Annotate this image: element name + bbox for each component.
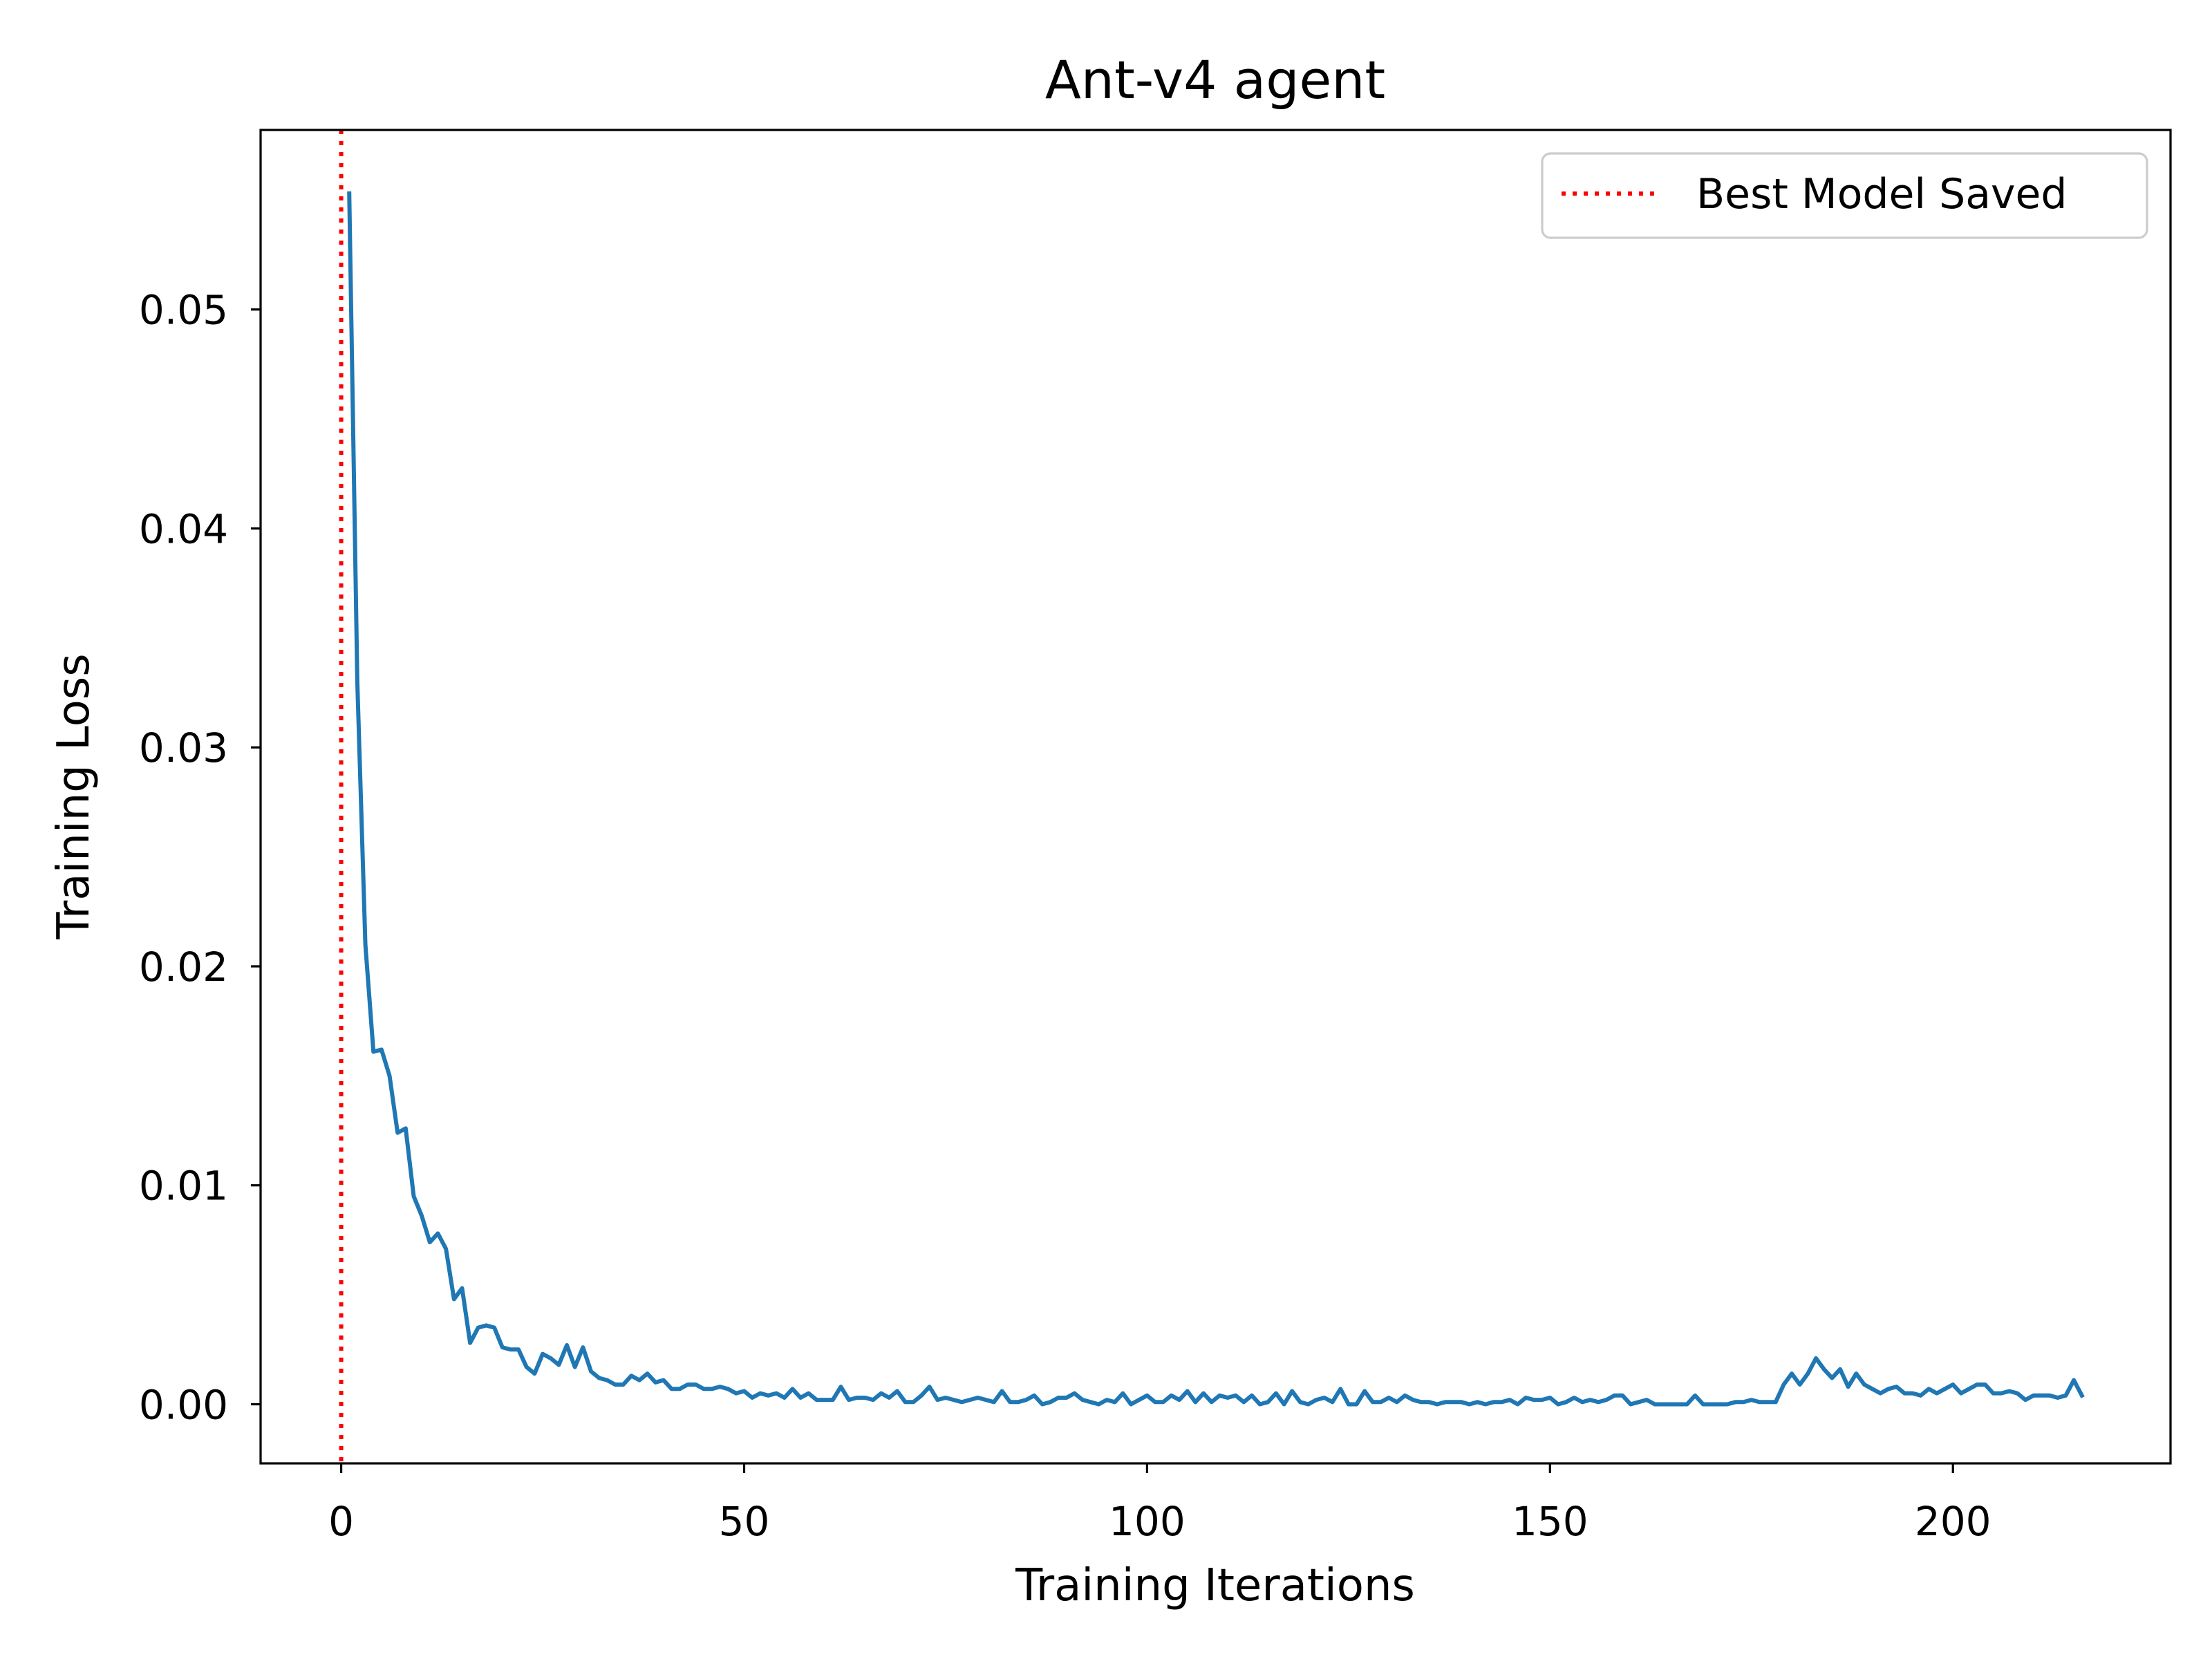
x-axis-ticks: 0 50 100 150 200 <box>328 1463 1991 1545</box>
x-tick-label: 0 <box>328 1498 354 1545</box>
chart-title: Ant-v4 agent <box>1045 49 1385 111</box>
x-tick-label: 100 <box>1109 1498 1185 1545</box>
y-tick-label: 0.05 <box>139 287 228 334</box>
legend: Best Model Saved <box>1541 152 2148 239</box>
legend-box <box>1541 152 2148 239</box>
series-layer <box>339 130 2085 1463</box>
series-line-0 <box>347 191 2085 1407</box>
y-tick-label: 0.04 <box>139 505 228 552</box>
y-tick-label: 0.01 <box>139 1163 228 1210</box>
y-tick-label: 0.02 <box>139 944 228 991</box>
legend-label-best-model-saved: Best Model Saved <box>1696 170 2068 218</box>
x-tick-label: 50 <box>719 1498 770 1545</box>
plot-area <box>259 129 2172 1465</box>
x-axis-label: Training Iterations <box>1015 1560 1415 1611</box>
y-axis-ticks: 0.00 0.01 0.02 0.03 0.04 0.05 <box>139 287 261 1428</box>
y-tick-label: 0.00 <box>139 1381 228 1428</box>
x-tick-label: 150 <box>1512 1498 1588 1545</box>
axes-frame <box>259 129 2172 1465</box>
x-tick-label: 200 <box>1915 1498 1991 1545</box>
y-axis-label: Training Loss <box>48 653 100 939</box>
y-tick-label: 0.03 <box>139 724 228 771</box>
